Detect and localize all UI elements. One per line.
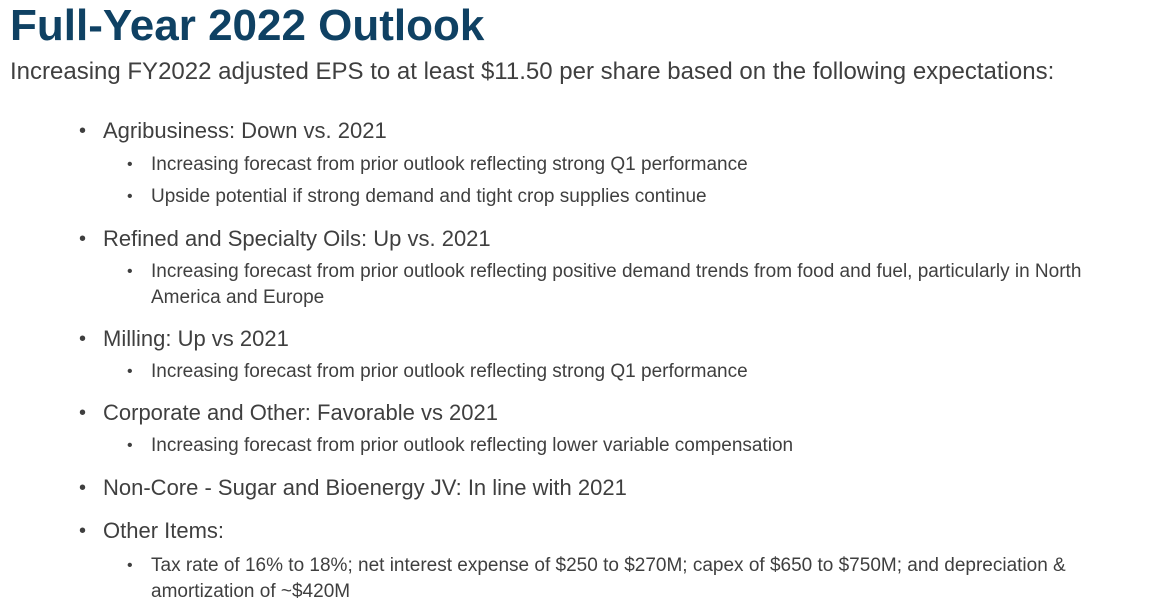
bullet-item-refined-oils: • Refined and Specialty Oils: Up vs. 202… — [79, 225, 491, 253]
bullet-label: Refined and Specialty Oils: Up vs. 2021 — [103, 226, 491, 251]
bullet-dot: • — [79, 328, 87, 350]
sub-bullet-item: • Tax rate of 16% to 18%; net interest e… — [127, 553, 1141, 605]
sub-bullet-text: Tax rate of 16% to 18%; net interest exp… — [151, 555, 1066, 602]
sub-bullet-text: Increasing forecast from prior outlook r… — [151, 435, 794, 456]
bullet-dot: • — [79, 520, 87, 542]
sub-bullet-dot: • — [127, 156, 133, 173]
bullet-label: Agribusiness: Down vs. 2021 — [103, 118, 387, 143]
bullet-item-milling: • Milling: Up vs 2021 — [79, 325, 289, 353]
bullet-item-other-items: • Other Items: — [79, 517, 225, 545]
sub-bullet-dot: • — [127, 437, 133, 454]
sub-bullet-item: • Increasing forecast from prior outlook… — [127, 433, 1141, 459]
sub-bullet-text: Increasing forecast from prior outlook r… — [151, 154, 748, 175]
page-subtitle: Increasing FY2022 adjusted EPS to at lea… — [10, 58, 1055, 85]
sub-bullet-dot: • — [127, 188, 133, 205]
sub-bullet-dot: • — [127, 557, 133, 574]
sub-bullet-text: Increasing forecast from prior outlook r… — [151, 361, 748, 382]
bullet-dot: • — [79, 402, 87, 424]
bullet-label: Corporate and Other: Favorable vs 2021 — [103, 400, 499, 425]
sub-bullet-text: Upside potential if strong demand and ti… — [151, 186, 707, 207]
sub-bullet-dot: • — [127, 263, 133, 280]
sub-bullet-item: • Increasing forecast from prior outlook… — [127, 259, 1141, 311]
sub-bullet-dot: • — [127, 363, 133, 380]
bullet-label: Other Items: — [103, 518, 225, 543]
bullet-label: Milling: Up vs 2021 — [103, 326, 289, 351]
sub-bullet-text: Increasing forecast from prior outlook r… — [151, 261, 1082, 308]
sub-bullet-item: • Increasing forecast from prior outlook… — [127, 359, 1141, 385]
bullet-item-agribusiness: • Agribusiness: Down vs. 2021 — [79, 117, 387, 145]
sub-bullet-item: • Upside potential if strong demand and … — [127, 184, 1141, 210]
bullet-dot: • — [79, 228, 87, 250]
bullet-dot: • — [79, 477, 87, 499]
bullet-item-corporate: • Corporate and Other: Favorable vs 2021 — [79, 399, 499, 427]
bullet-item-non-core: • Non-Core - Sugar and Bioenergy JV: In … — [79, 474, 627, 502]
page-title: Full-Year 2022 Outlook — [10, 1, 485, 50]
bullet-dot: • — [79, 120, 87, 142]
sub-bullet-item: • Increasing forecast from prior outlook… — [127, 152, 1141, 178]
bullet-label: Non-Core - Sugar and Bioenergy JV: In li… — [103, 475, 627, 500]
